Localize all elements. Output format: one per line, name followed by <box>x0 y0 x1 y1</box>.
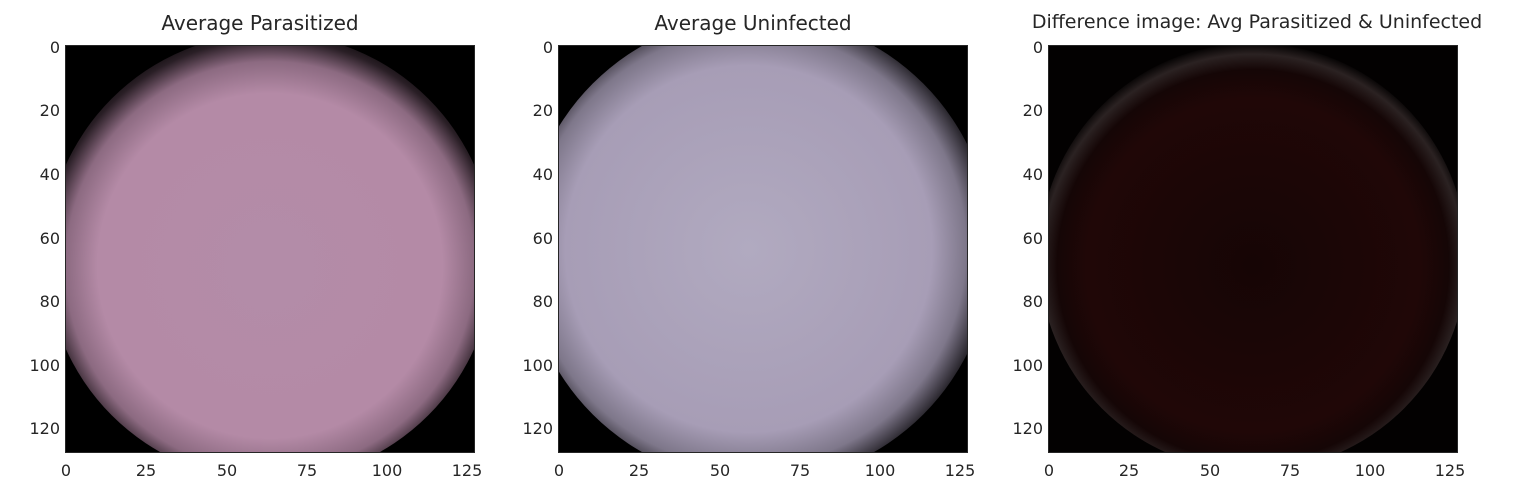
ytick: 120 <box>1012 419 1043 438</box>
ytick: 80 <box>1022 292 1043 311</box>
ytick: 100 <box>29 356 60 375</box>
panel-uninfected: Average Uninfected 0 20 40 60 80 100 120… <box>503 0 1023 501</box>
ytick: 120 <box>522 419 553 438</box>
ytick: 100 <box>1012 356 1043 375</box>
ytick: 40 <box>532 165 553 184</box>
xtick: 75 <box>789 461 811 480</box>
xtick: 0 <box>60 461 72 480</box>
xtick: 25 <box>1118 461 1140 480</box>
ytick: 60 <box>39 229 60 248</box>
xtick: 100 <box>864 461 896 480</box>
difference-image <box>1048 45 1458 453</box>
ytick: 0 <box>1032 38 1043 57</box>
xtick: 50 <box>216 461 238 480</box>
panel-title: Average Parasitized <box>161 11 359 35</box>
xtick: 0 <box>1043 461 1055 480</box>
ytick: 0 <box>542 38 553 57</box>
ytick: 80 <box>39 292 60 311</box>
ytick: 80 <box>532 292 553 311</box>
xtick: 50 <box>709 461 731 480</box>
ytick: 40 <box>39 165 60 184</box>
xtick: 125 <box>1434 461 1466 480</box>
panel-difference: Difference image: Avg Parasitized & Unin… <box>993 0 1531 501</box>
ytick: 20 <box>532 101 553 120</box>
ytick: 20 <box>39 101 60 120</box>
xtick: 75 <box>296 461 318 480</box>
xtick: 0 <box>553 461 565 480</box>
ytick: 100 <box>522 356 553 375</box>
xtick: 75 <box>1279 461 1301 480</box>
ytick: 20 <box>1022 101 1043 120</box>
xtick: 100 <box>371 461 403 480</box>
panel-title: Difference image: Avg Parasitized & Unin… <box>1031 11 1483 33</box>
xtick: 125 <box>944 461 976 480</box>
panel-title: Average Uninfected <box>654 11 852 35</box>
ytick: 60 <box>532 229 553 248</box>
ytick: 120 <box>29 419 60 438</box>
xtick: 100 <box>1354 461 1386 480</box>
xtick: 50 <box>1199 461 1221 480</box>
average-parasitized-image <box>65 45 475 453</box>
panel-parasitized: Average Parasitized 0 20 40 60 80 100 12… <box>10 0 530 501</box>
ytick: 40 <box>1022 165 1043 184</box>
average-uninfected-image <box>558 45 968 453</box>
xtick: 125 <box>451 461 483 480</box>
xtick: 25 <box>135 461 157 480</box>
xtick: 25 <box>628 461 650 480</box>
ytick: 60 <box>1022 229 1043 248</box>
ytick: 0 <box>49 38 60 57</box>
